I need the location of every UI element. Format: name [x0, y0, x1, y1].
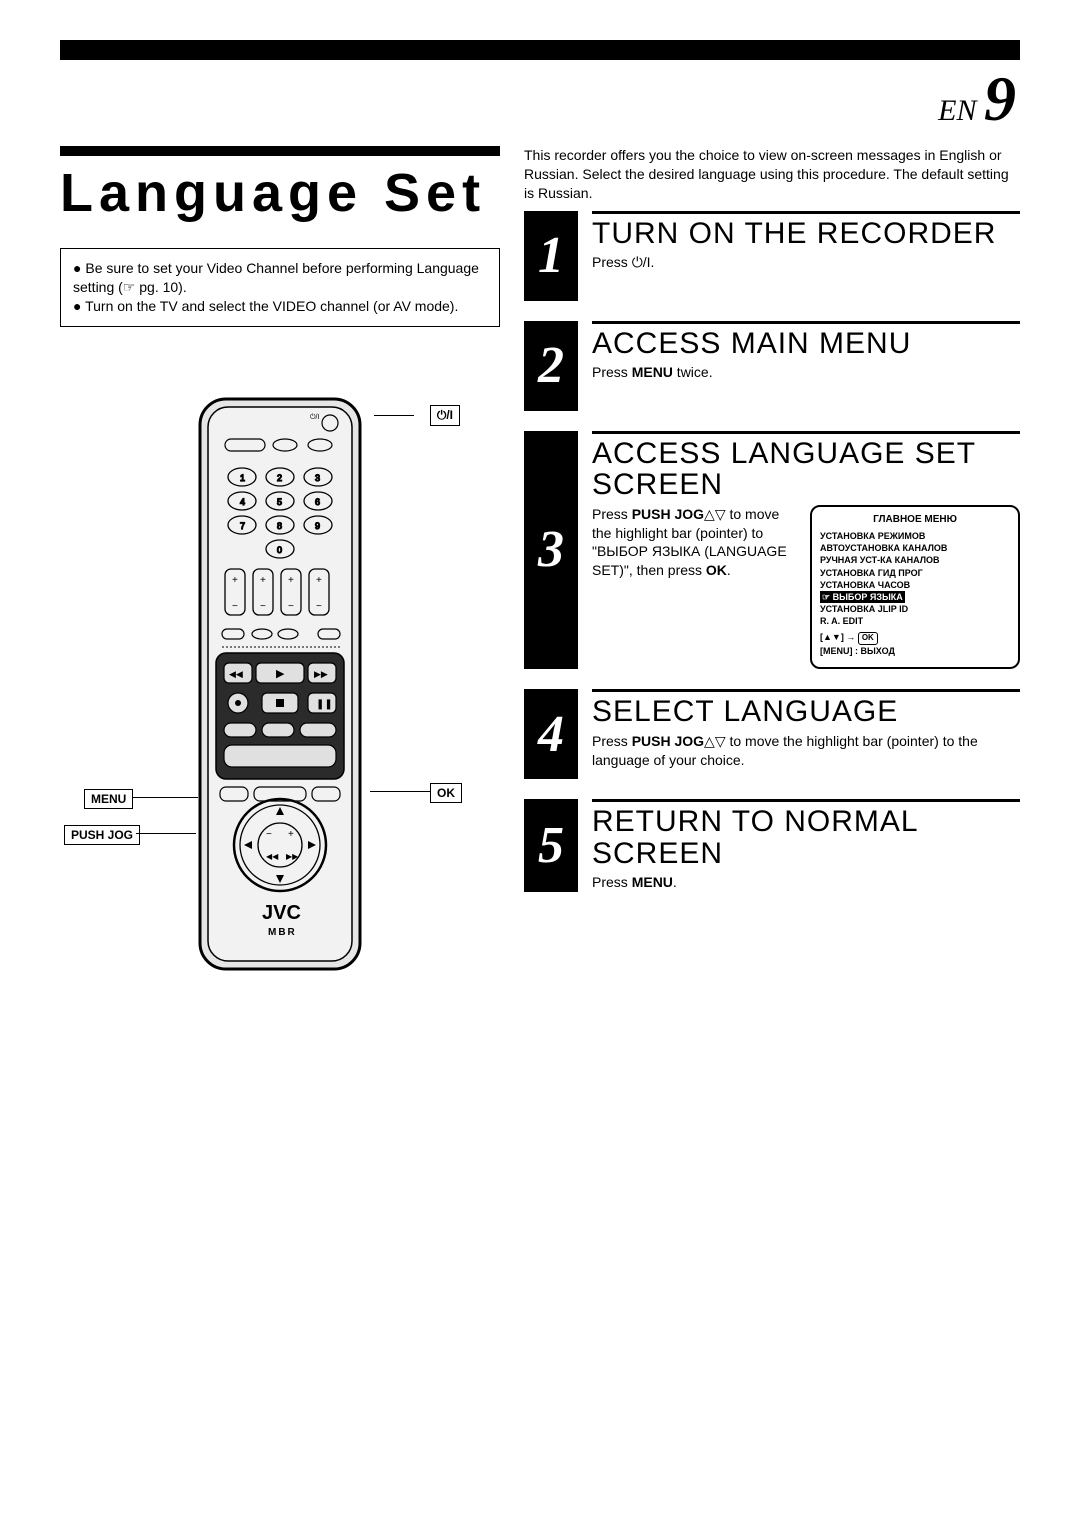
step-divider	[592, 799, 1020, 802]
svg-text:7: 7	[240, 521, 245, 531]
menu-item: УСТАНОВКА РЕЖИМОВ	[820, 530, 1010, 542]
note-item: Be sure to set your Video Channel before…	[73, 259, 487, 297]
brand-text: JVC	[262, 902, 301, 924]
menu-screen: ГЛАВНОЕ МЕНЮ УСТАНОВКА РЕЖИМОВ АВТОУСТАН…	[810, 505, 1020, 670]
step-title: SELECT LANGUAGE	[592, 696, 1020, 728]
step-number: 3	[524, 431, 578, 670]
ok-badge: OK	[858, 632, 878, 645]
step-number: 5	[524, 799, 578, 892]
intro-text: This recorder offers you the choice to v…	[524, 146, 1020, 203]
svg-text:▶: ▶	[276, 668, 285, 680]
step-title: ACCESS MAIN MENU	[592, 328, 1020, 360]
callout-pushjog: PUSH JOG	[64, 825, 140, 845]
step-title: RETURN TO NORMAL SCREEN	[592, 806, 1020, 869]
step-number: 1	[524, 211, 578, 301]
step-1: 1 TURN ON THE RECORDER Press ⏻/I.	[524, 211, 1020, 301]
svg-text:◀◀: ◀◀	[266, 852, 279, 861]
svg-text:0: 0	[277, 545, 282, 555]
svg-text:6: 6	[315, 497, 320, 507]
step-desc: Press MENU twice.	[592, 363, 1020, 382]
step-title: TURN ON THE RECORDER	[592, 218, 1020, 250]
step-desc: Press MENU.	[592, 873, 1020, 892]
right-column: This recorder offers you the choice to v…	[524, 146, 1020, 977]
step-3: 3 ACCESS LANGUAGE SET SCREEN Press PUSH …	[524, 431, 1020, 670]
step-number: 2	[524, 321, 578, 411]
menu-hint: [MENU] : ВЫХОД	[820, 645, 1010, 657]
left-column: Language Set Be sure to set your Video C…	[60, 146, 500, 977]
svg-text:−: −	[260, 601, 266, 612]
svg-text:+: +	[288, 575, 294, 586]
callout-menu: MENU	[84, 789, 133, 809]
page-content: Language Set Be sure to set your Video C…	[60, 146, 1020, 977]
svg-text:2: 2	[277, 473, 282, 483]
svg-text:+: +	[316, 575, 322, 586]
svg-text:◀◀: ◀◀	[229, 669, 243, 679]
svg-text:3: 3	[315, 473, 320, 483]
svg-text:+: +	[232, 575, 238, 586]
step-divider	[592, 211, 1020, 214]
svg-text:❚❚: ❚❚	[316, 699, 333, 710]
remote-svg: ⏻/I 1 2 3 4 5 6 7 8 9 0	[170, 397, 390, 977]
page-number-digit: 9	[984, 63, 1016, 134]
menu-item: УСТАНОВКА ГИД ПРОГ	[820, 567, 1010, 579]
svg-text:−: −	[232, 601, 238, 612]
svg-text:−: −	[288, 601, 294, 612]
svg-text:−: −	[266, 829, 272, 840]
svg-text:+: +	[288, 829, 294, 840]
svg-text:▶▶: ▶▶	[314, 669, 328, 679]
page-prefix: EN	[938, 94, 976, 127]
top-black-bar	[60, 40, 1020, 60]
callout-line	[136, 833, 196, 835]
menu-item: УСТАНОВКА ЧАСОВ	[820, 579, 1010, 591]
callout-line	[132, 797, 198, 799]
step-desc: Press ⏻/I.	[592, 253, 1020, 272]
power-icon: ⏻	[632, 254, 643, 270]
step-5: 5 RETURN TO NORMAL SCREEN Press MENU.	[524, 799, 1020, 892]
step-title: ACCESS LANGUAGE SET SCREEN	[592, 438, 1020, 501]
callout-ok: OK	[430, 783, 462, 803]
main-title: Language Set	[60, 162, 500, 224]
menu-item: УСТАНОВКА JLIP ID	[820, 603, 1010, 615]
svg-text:5: 5	[277, 497, 282, 507]
menu-item-selected: ☞ ВЫБОР ЯЗЫКА	[820, 591, 905, 603]
svg-text:4: 4	[240, 497, 245, 507]
svg-text:▶▶: ▶▶	[286, 852, 299, 861]
svg-text:+: +	[260, 575, 266, 586]
menu-title: ГЛАВНОЕ МЕНЮ	[820, 513, 1010, 527]
step-divider	[592, 431, 1020, 434]
menu-item: R. A. EDIT	[820, 615, 1010, 627]
power-icon: ⏻/I	[437, 408, 453, 422]
callout-line	[370, 791, 430, 793]
step-2: 2 ACCESS MAIN MENU Press MENU twice.	[524, 321, 1020, 411]
svg-text:1: 1	[240, 473, 245, 483]
menu-item: РУЧНАЯ УСТ-КА КАНАЛОВ	[820, 554, 1010, 566]
step-divider	[592, 321, 1020, 324]
svg-text:MBR: MBR	[268, 927, 297, 938]
page-number: EN 9	[60, 62, 1020, 136]
remote-illustration: ⏻/I OK MENU PUSH JOG ⏻/I	[60, 397, 500, 977]
menu-item: АВТОУСТАНОВКА КАНАЛОВ	[820, 542, 1010, 554]
step-divider	[592, 689, 1020, 692]
callout-power: ⏻/I	[430, 405, 460, 426]
step-4: 4 SELECT LANGUAGE Press PUSH JOG△▽ to mo…	[524, 689, 1020, 779]
step-number: 4	[524, 689, 578, 779]
menu-hint: [▲▼] → OK	[820, 631, 1010, 645]
title-bar	[60, 146, 500, 156]
step-desc: Press PUSH JOG△▽ to move the highlight b…	[592, 732, 1020, 770]
notes-box: Be sure to set your Video Channel before…	[60, 248, 500, 327]
callout-line	[374, 415, 414, 417]
note-item: Turn on the TV and select the VIDEO chan…	[73, 297, 487, 316]
svg-text:−: −	[316, 601, 322, 612]
step-desc: Press PUSH JOG△▽ to move the highlight b…	[592, 505, 798, 670]
svg-text:9: 9	[315, 521, 320, 531]
svg-text:8: 8	[277, 521, 282, 531]
svg-text:⏻/I: ⏻/I	[310, 413, 319, 421]
